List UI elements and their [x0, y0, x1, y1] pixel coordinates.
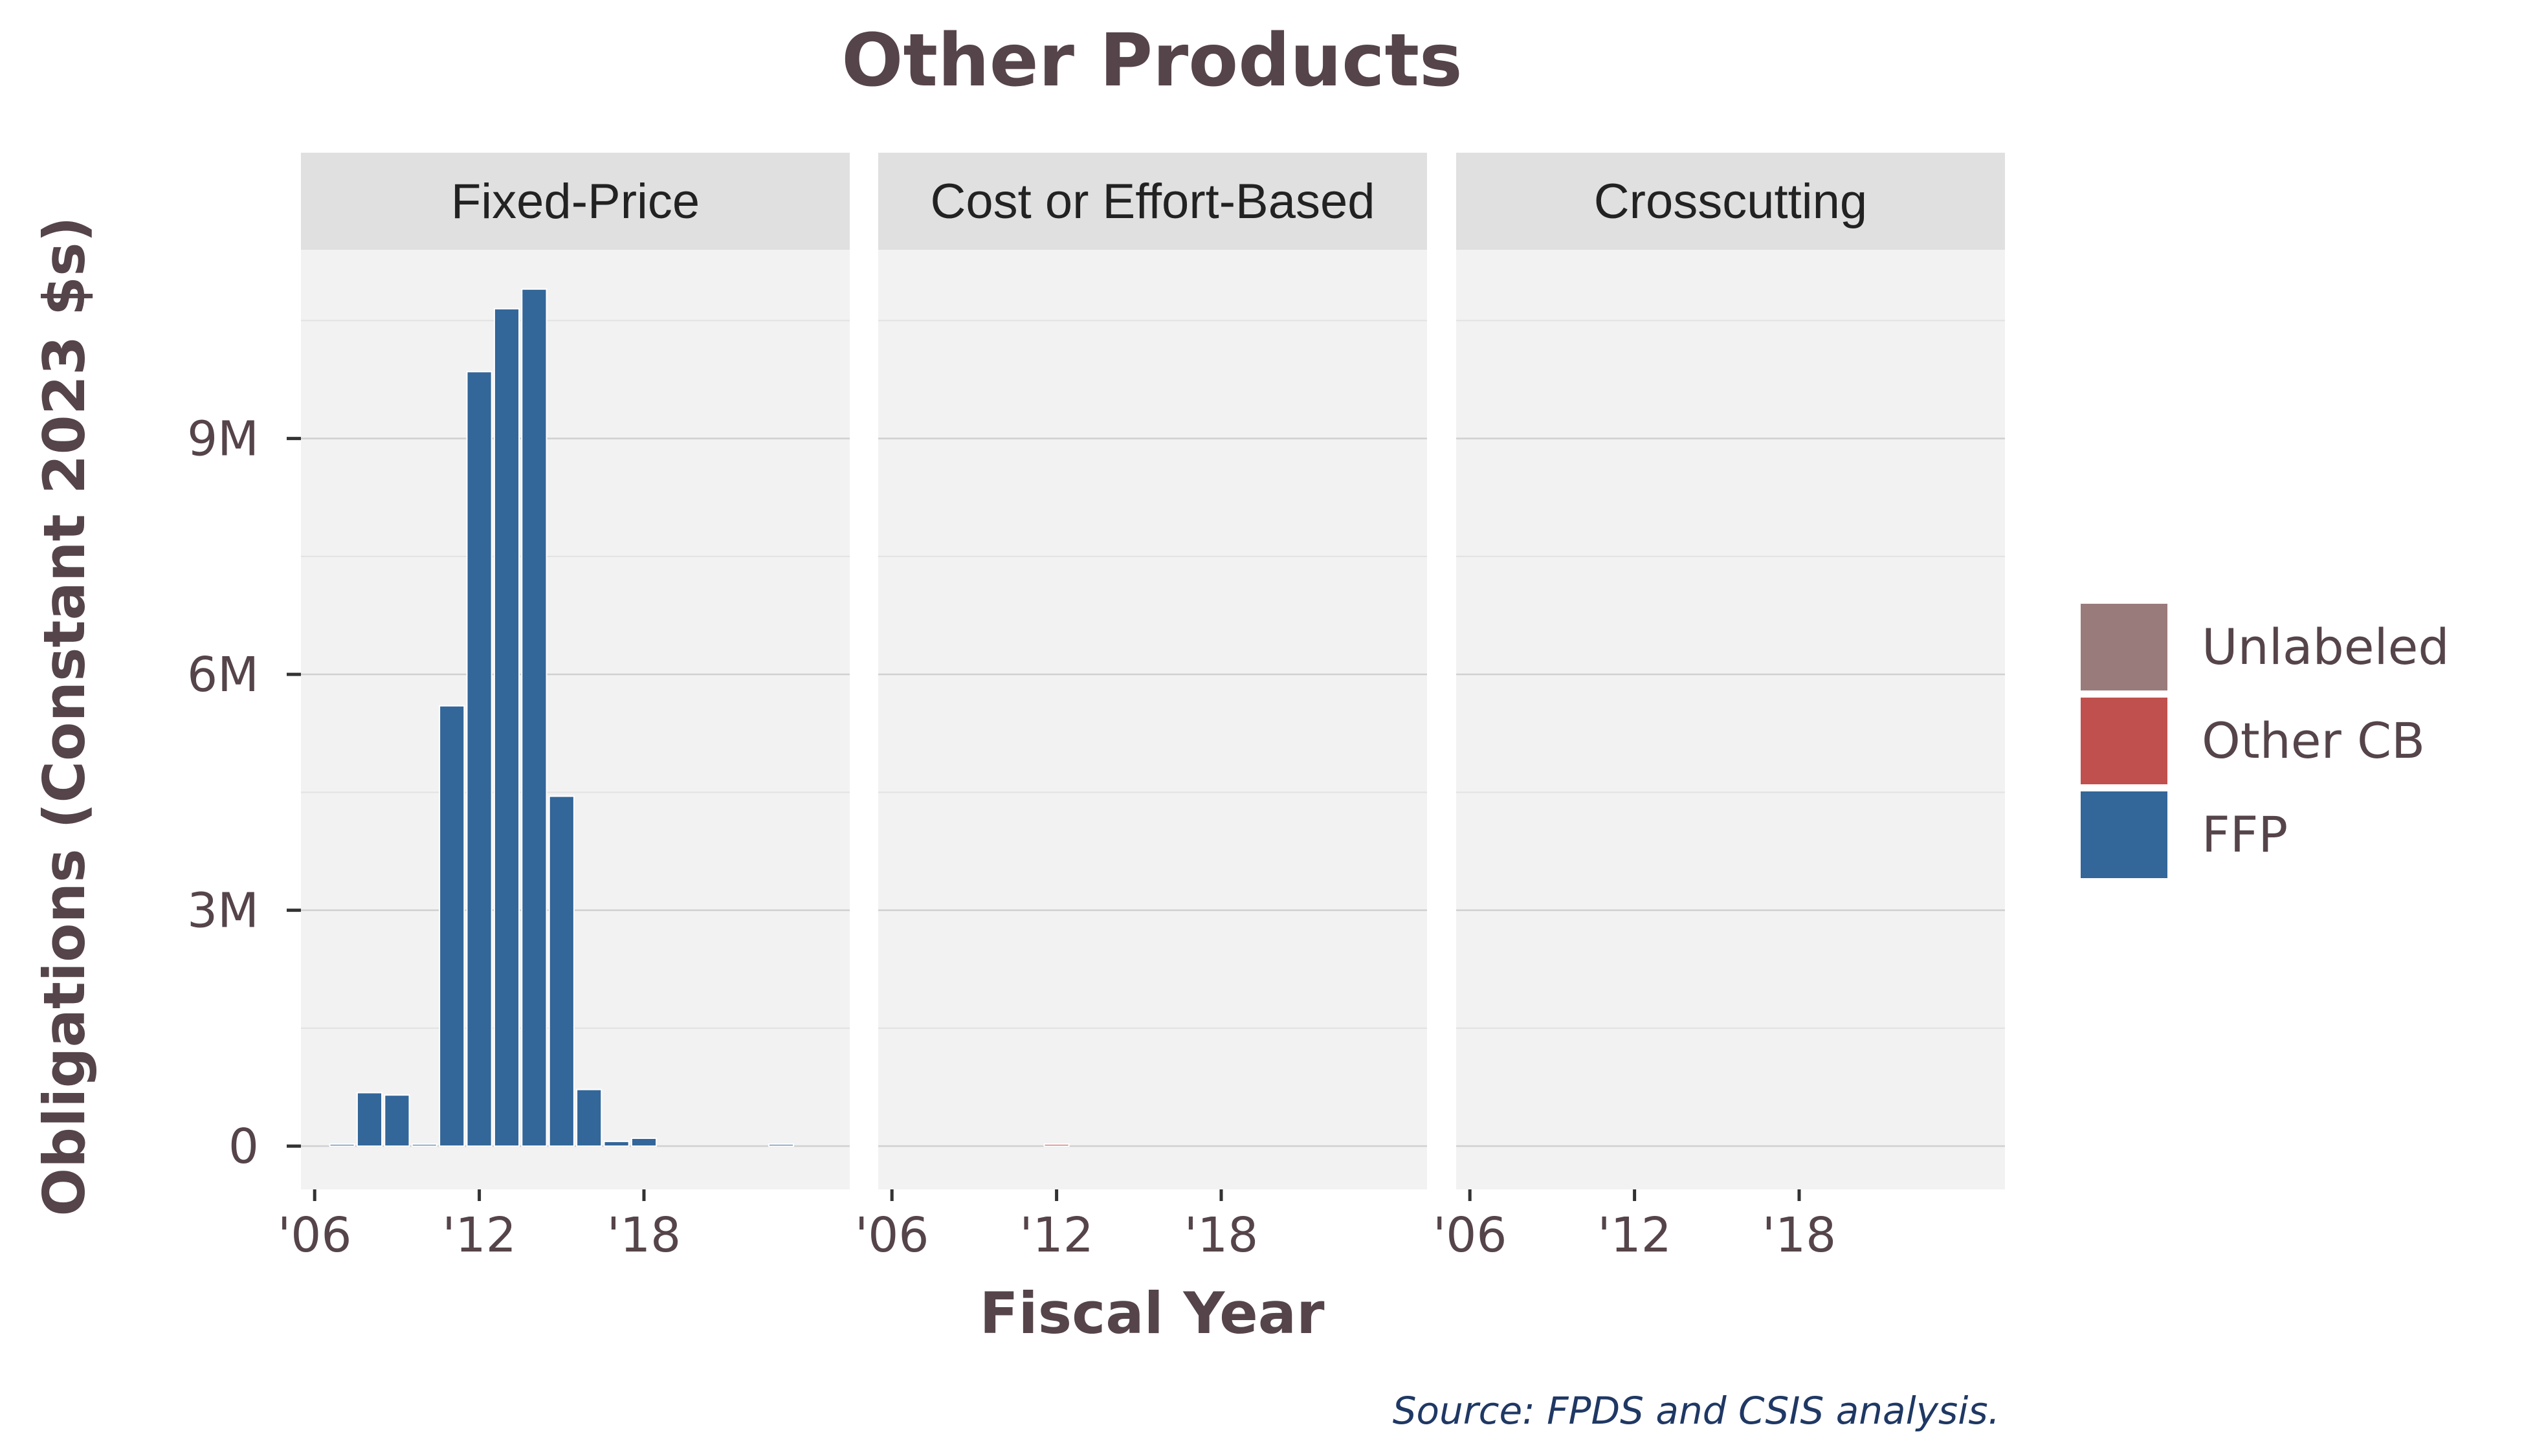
bar-ffp-2018 — [630, 1138, 658, 1147]
y-axis-title: Obligations (Constant 2023 $s) — [31, 216, 98, 1216]
bar-ffp-2016 — [576, 1088, 603, 1147]
facet-panel: Fixed-Price '06 '12 '18 — [278, 153, 850, 1263]
legend-label-unlabeled: Unlabeled — [2202, 618, 2450, 676]
facet-panel: Cost or Effort-Based '06 '12 '18 — [855, 153, 1427, 1263]
bar-ffp-2011 — [439, 705, 465, 1147]
panel-background — [878, 250, 1427, 1189]
x-tick-label: '12 — [1019, 1208, 1094, 1263]
bar-ffp-2013 — [493, 308, 520, 1147]
legend-key-unlabeled — [2077, 600, 2171, 694]
bar-ffp-2023 — [768, 1143, 795, 1147]
y-tick-label: 6M — [187, 647, 259, 703]
panel-background — [301, 250, 850, 1189]
bar-ffp-2010 — [411, 1143, 437, 1147]
x-axis-title: Fiscal Year — [979, 1280, 1325, 1347]
bar-ffp-2015 — [548, 795, 575, 1147]
x-tick-label: '06 — [855, 1208, 929, 1263]
bar-ffp-2008 — [356, 1092, 383, 1147]
bar-ffp-2017 — [603, 1140, 630, 1147]
bar-ffp-2007 — [329, 1143, 355, 1147]
x-tick-label: '06 — [278, 1208, 352, 1263]
bar-other-cb-2012 — [1043, 1143, 1070, 1147]
legend-key-ffp — [2077, 788, 2171, 882]
panel-background — [1456, 250, 2005, 1189]
x-tick-label: '12 — [442, 1208, 516, 1263]
y-tick-label: 9M — [187, 412, 259, 467]
x-tick-label: '18 — [607, 1208, 681, 1263]
y-tick-label: 3M — [187, 883, 259, 939]
x-tick-label: '12 — [1597, 1208, 1672, 1263]
legend: Unlabeled Other CB FFP — [2077, 600, 2450, 882]
legend-label-other-cb: Other CB — [2202, 712, 2425, 769]
facet-strip — [301, 153, 850, 250]
x-tick-label: '18 — [1762, 1208, 1837, 1263]
chart-title: Other Products — [841, 19, 1462, 103]
y-axis: 0 3M 6M 9M — [187, 412, 301, 1175]
bar-ffp-2014 — [521, 288, 548, 1147]
y-tick-label: 0 — [228, 1119, 259, 1175]
x-tick-label: '18 — [1184, 1208, 1259, 1263]
facet-strip — [1456, 153, 2005, 250]
bar-ffp-2012 — [466, 371, 493, 1147]
facet-strip-label: Cost or Effort-Based — [930, 174, 1375, 229]
facet-strip — [878, 153, 1427, 250]
legend-label-ffp: FFP — [2202, 806, 2288, 863]
legend-key-other-cb — [2077, 694, 2171, 788]
facet-strip-label: Crosscutting — [1594, 174, 1867, 229]
source-caption: Source: FPDS and CSIS analysis. — [1393, 1389, 2000, 1433]
bar-ffp-2009 — [384, 1094, 410, 1147]
facet-panel: Crosscutting '06 '12 '18 — [1433, 153, 2005, 1263]
facet-strip-label: Fixed-Price — [451, 174, 700, 229]
x-tick-label: '06 — [1433, 1208, 1507, 1263]
